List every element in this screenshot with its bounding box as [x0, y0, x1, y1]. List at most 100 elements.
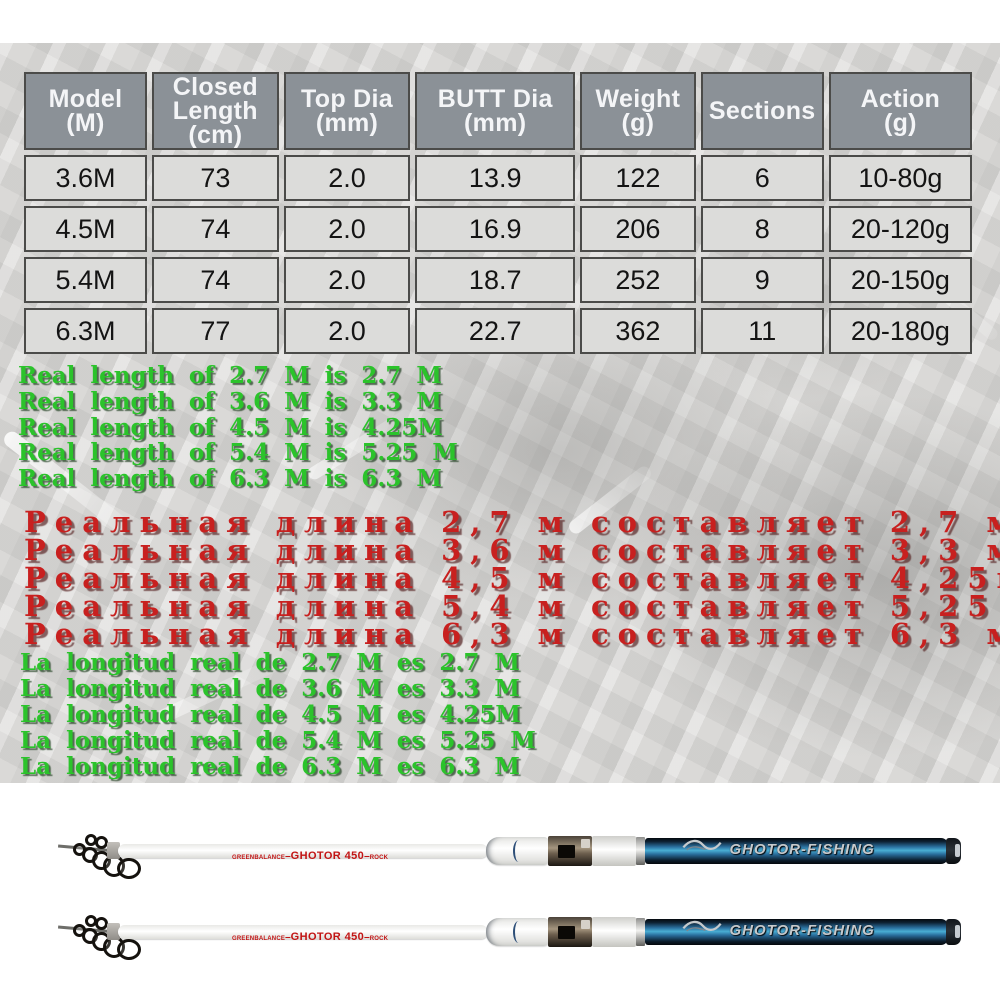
spec-cell: 2.0	[283, 206, 411, 252]
real-length-line-es: La longitud real de 4.5 M es 4.25M	[20, 701, 521, 728]
spec-cell: 206	[580, 206, 696, 252]
rod-butt-brand-label: GHOTOR-FISHING	[729, 922, 875, 939]
spec-cell: 3.6M	[24, 155, 147, 201]
real-length-es: La longitud real de 2.7 M es 2.7 M La lon…	[20, 650, 536, 780]
spec-cell: 4.5M	[24, 206, 147, 252]
spec-cell: 2.0	[283, 155, 411, 201]
rod-brand-separator: –	[285, 851, 291, 862]
real-length-line-en: Real length of 5.4 M is 5.25 M	[18, 439, 458, 467]
real-length-line-en: Real length of 4.5 M is 4.25M	[18, 413, 443, 441]
rod-blank-branding: GREENBALANCE–GHOTOR 450–ROCK	[232, 927, 432, 943]
rod-butt-cap	[946, 838, 961, 864]
spec-cell: 6	[700, 155, 824, 201]
rod-brand-small-left: GREENBALANCE	[232, 855, 286, 861]
spec-cell: 9	[700, 257, 824, 303]
spec-cell: 11	[700, 308, 824, 354]
spec-cell: 252	[580, 257, 696, 303]
real-length-line-ru: Реальная длина 3,6 м составляет 3,3 м	[24, 533, 1000, 567]
column-header: Weight (g)	[580, 72, 696, 150]
rod-blank-branding: GREENBALANCE–GHOTOR 450–ROCK	[232, 846, 432, 862]
rod-blank	[118, 844, 488, 858]
spec-cell: 20-120g	[828, 206, 972, 252]
spec-cell: 74	[152, 257, 279, 303]
spec-cell: 77	[152, 308, 279, 354]
rod-collar	[592, 836, 636, 866]
rod-tip-ferrule	[107, 842, 120, 859]
real-length-line-en: Real length of 2.7 M is 2.7 M	[18, 362, 442, 389]
rod-photo: GREENBALANCE–GHOTOR 450–ROCK GHOTOR-FISH…	[0, 892, 1000, 972]
rod-brand-small-right: ROCK	[369, 855, 389, 861]
column-header: Action (g)	[828, 72, 972, 150]
rod-guide-ring-icon	[95, 836, 108, 849]
real-length-line-es: La longitud real de 5.4 M es 5.25 M	[20, 727, 536, 754]
rod-blank	[118, 925, 488, 939]
spec-header-row: Model (M) Closed Length (cm) Top Dia (mm) B…	[24, 72, 972, 150]
spec-cell: 362	[580, 308, 696, 354]
rod-handle-blue-line	[513, 921, 524, 943]
spec-cell: 10-80g	[828, 155, 972, 201]
real-length-line-ru: Реальная длина 4,5 м составляет 4,25м	[24, 561, 1000, 595]
rod-brand-separator: –	[364, 851, 370, 862]
spec-cell: 22.7	[415, 308, 576, 354]
column-header: Sections	[700, 72, 824, 150]
rod-reel-seat	[548, 836, 592, 866]
butt-cap-glint	[955, 844, 960, 857]
reel-seat-slot	[558, 845, 575, 858]
spec-cell: 13.9	[415, 155, 576, 201]
spec-row: 3.6M 73 2.0 13.9 122 6 10-80g	[24, 155, 972, 201]
rod-guide-ring-icon	[117, 858, 141, 879]
spec-cell: 2.0	[283, 308, 411, 354]
spec-cell: 73	[152, 155, 279, 201]
spec-cell: 16.9	[415, 206, 576, 252]
column-header: Closed Length (cm)	[152, 72, 279, 150]
real-length-line-ru: Реальная длина 6,3 м составляет 6,3 м	[24, 617, 1000, 651]
rod-model-label: GHOTOR 450	[290, 850, 365, 862]
rod-handle-blue-line	[513, 840, 524, 862]
butt-cap-glint	[955, 925, 960, 938]
real-length-line-en: Real length of 6.3 M is 6.3 M	[18, 465, 442, 493]
rod-butt-brand-label: GHOTOR-FISHING	[729, 841, 875, 858]
rod-guide-ring-icon	[95, 917, 108, 930]
rod-butt-section: GHOTOR-FISHING	[645, 838, 948, 864]
spec-cell: 74	[152, 206, 279, 252]
real-length-line-es: La longitud real de 2.7 M es 2.7 M	[20, 649, 520, 676]
spec-cell: 2.0	[283, 257, 411, 303]
rod-reel-seat	[548, 917, 592, 947]
column-header: Top Dia (mm)	[283, 72, 411, 150]
spec-row: 4.5M 74 2.0 16.9 206 8 20-120g	[24, 206, 972, 252]
rod-photo: GREENBALANCE–GHOTOR 450–ROCK GHOTOR-FISH…	[0, 811, 1000, 891]
rod-silver-ring	[636, 918, 645, 946]
real-length-ru: Реальная длина 2,7 м составляет 2,7 м Реа…	[24, 505, 1000, 651]
real-length-line-es: La longitud real de 3.6 M es 3.3 M	[20, 675, 520, 702]
real-length-en: Real length of 2.7 M is 2.7 M Real length…	[18, 363, 458, 492]
spec-table-body: 3.6M 73 2.0 13.9 122 6 10-80g 4.5M 74 2.0 16.9 206 8…	[24, 155, 972, 354]
spec-table: Model (M) Closed Length (cm) Top Dia (mm) B…	[19, 67, 977, 359]
rod-brand-small-left: GREENBALANCE	[232, 936, 286, 942]
reel-seat-slot	[558, 926, 575, 939]
rod-brand-separator: –	[285, 932, 291, 943]
rod-tip-ferrule	[107, 923, 120, 940]
rod-model-label: GHOTOR 450	[290, 931, 365, 943]
ghotor-logo-swirl-icon	[682, 920, 722, 932]
real-length-line-ru: Реальная длина 2,7 м составляет 2,7 м	[24, 505, 1000, 539]
real-length-line-ru: Реальная длина 5,4 м составляет 5,25 м	[24, 589, 1000, 623]
column-header: Model (M)	[24, 72, 147, 150]
rod-brand-separator: –	[364, 932, 370, 943]
rod-butt-cap	[946, 919, 961, 945]
ghotor-logo-swirl-icon	[682, 839, 722, 851]
spec-row: 6.3M 77 2.0 22.7 362 11 20-180g	[24, 308, 972, 354]
spec-table-head: Model (M) Closed Length (cm) Top Dia (mm) B…	[24, 72, 972, 150]
spec-cell: 6.3M	[24, 308, 147, 354]
rod-collar	[592, 917, 636, 947]
real-length-line-en: Real length of 3.6 M is 3.3 M	[18, 387, 442, 415]
reel-seat-clamp	[581, 839, 590, 848]
spec-row: 5.4M 74 2.0 18.7 252 9 20-150g	[24, 257, 972, 303]
rod-brand-small-right: ROCK	[369, 936, 389, 942]
reel-seat-clamp	[581, 920, 590, 929]
column-header: BUTT Dia (mm)	[415, 72, 576, 150]
rod-guide-ring-icon	[117, 939, 141, 960]
textured-background: Model (M) Closed Length (cm) Top Dia (mm) B…	[0, 43, 1000, 783]
spec-cell: 20-150g	[828, 257, 972, 303]
spec-cell: 5.4M	[24, 257, 147, 303]
